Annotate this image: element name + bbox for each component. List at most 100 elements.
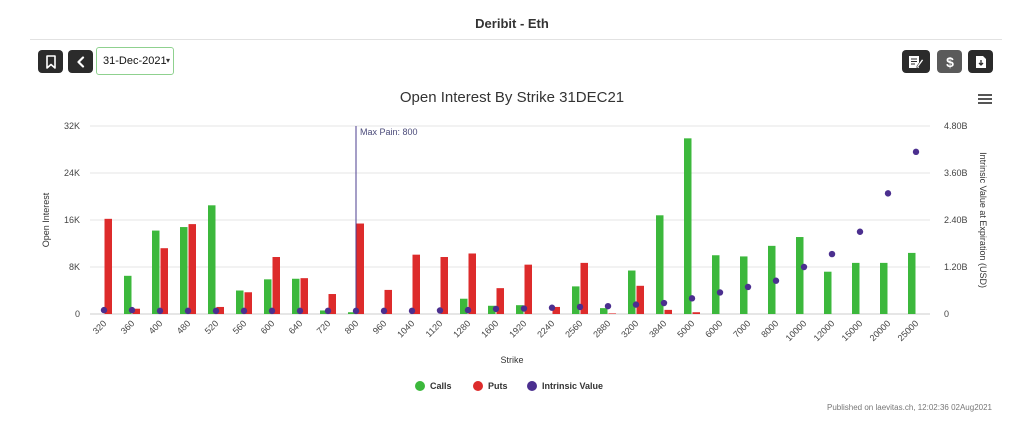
x-tick-label: 320: [91, 318, 109, 336]
y-tick-label: 24K: [64, 168, 80, 178]
intrinsic-value-point: [548, 304, 556, 311]
svg-text:$: $: [946, 54, 954, 70]
puts-bar: [636, 285, 644, 314]
puts-bar: [132, 308, 140, 314]
legend-label: Puts: [488, 381, 508, 391]
chart-title: Open Interest By Strike 31DEC21: [400, 89, 624, 106]
x-tick-label: 2560: [563, 318, 584, 339]
intrinsic-value-point: [744, 283, 752, 291]
intrinsic-value-point: [324, 307, 332, 315]
intrinsic-value-point: [716, 289, 724, 296]
max-pain-label: Max Pain: 800: [360, 127, 418, 137]
calls-bar: [740, 256, 748, 314]
puts-bar: [552, 306, 560, 314]
legend-label: Calls: [430, 381, 452, 391]
header-divider: [30, 39, 1002, 40]
x-tick-label: 3200: [619, 318, 640, 339]
calls-bar: [320, 310, 328, 314]
x-tick-label: 1280: [451, 318, 472, 339]
x-tick-label: 360: [119, 318, 137, 336]
bookmark-icon: [45, 54, 56, 69]
legend-marker: [473, 381, 483, 391]
calls-bar: [656, 215, 664, 314]
intrinsic-value-point: [800, 263, 808, 271]
y-tick-label: 32K: [64, 121, 80, 131]
calls-bar: [208, 205, 216, 314]
y-tick-label: 16K: [64, 215, 80, 225]
download-file-icon: [975, 55, 986, 68]
expiry-date-value: 31-Dec-2021: [103, 55, 167, 67]
y2-tick-label: 1.20B: [944, 262, 968, 272]
x-tick-label: 960: [371, 318, 389, 336]
calls-bar: [768, 245, 776, 314]
puts-bar: [244, 292, 252, 314]
x-tick-label: 3840: [647, 318, 668, 339]
edit-document-icon: [909, 55, 924, 68]
x-tick-label: 520: [203, 318, 221, 336]
intrinsic-value-point: [184, 307, 192, 315]
legend-label: Intrinsic Value: [542, 381, 603, 391]
x-tick-label: 25000: [896, 318, 921, 343]
dollar-icon: $: [946, 54, 954, 70]
currency-button[interactable]: $: [937, 50, 962, 73]
puts-bar: [160, 248, 168, 314]
calls-bar: [488, 305, 496, 314]
intrinsic-value-point: [492, 305, 500, 313]
calls-bar: [124, 275, 132, 314]
puts-bar: [216, 306, 224, 314]
page-title: Deribit - Eth: [475, 16, 549, 31]
calls-bar: [600, 308, 608, 314]
calls-bar: [852, 262, 860, 314]
x-tick-label: 10000: [784, 318, 809, 343]
puts-bar: [188, 224, 196, 314]
x-tick-label: 2880: [591, 318, 612, 339]
x-tick-label: 400: [147, 318, 165, 336]
puts-bar: [524, 264, 532, 314]
intrinsic-value-point: [884, 190, 892, 197]
intrinsic-value-point: [352, 307, 360, 315]
bookmark-button[interactable]: [38, 50, 63, 73]
edit-button[interactable]: [902, 50, 930, 73]
x-tick-label: 560: [231, 318, 249, 336]
intrinsic-value-point: [100, 306, 108, 314]
calls-bar: [908, 252, 916, 314]
intrinsic-value-point: [576, 303, 584, 311]
x-tick-label: 640: [287, 318, 305, 336]
x-tick-label: 1600: [479, 318, 500, 339]
calls-bar: [516, 305, 524, 314]
intrinsic-value-point: [212, 307, 220, 315]
y2-tick-label: 3.60B: [944, 168, 968, 178]
x-tick-label: 20000: [868, 318, 893, 343]
intrinsic-value-point: [380, 307, 388, 315]
intrinsic-value-point: [604, 302, 612, 310]
y-tick-label: 8K: [69, 262, 80, 272]
intrinsic-value-point: [436, 307, 444, 314]
calls-bar: [292, 278, 300, 314]
y-tick-label: 0: [75, 309, 80, 319]
calls-bar: [572, 286, 580, 314]
download-button[interactable]: [968, 50, 993, 73]
puts-bar: [580, 262, 588, 314]
puts-bar: [272, 257, 280, 314]
intrinsic-value-point: [408, 307, 416, 315]
x-tick-label: 12000: [812, 318, 837, 343]
puts-bar: [468, 253, 476, 314]
x-tick-label: 6000: [703, 318, 724, 339]
intrinsic-value-point: [240, 307, 248, 315]
calls-bar: [880, 262, 888, 314]
calls-bar: [796, 237, 804, 314]
calls-bar: [460, 298, 468, 314]
calls-bar: [712, 255, 720, 314]
puts-bar: [608, 313, 616, 314]
hamburger-menu-icon[interactable]: [978, 94, 992, 106]
calls-bar: [236, 290, 244, 314]
intrinsic-value-point: [912, 148, 920, 156]
y2-tick-label: 0: [944, 309, 949, 319]
intrinsic-value-point: [772, 277, 780, 284]
intrinsic-value-point: [268, 307, 276, 315]
expiry-date-select[interactable]: 31-Dec-2021 ▾: [96, 47, 174, 75]
back-button[interactable]: [68, 50, 93, 73]
intrinsic-value-point: [296, 307, 304, 315]
calls-bar: [824, 271, 832, 314]
x-tick-label: 7000: [731, 318, 752, 339]
